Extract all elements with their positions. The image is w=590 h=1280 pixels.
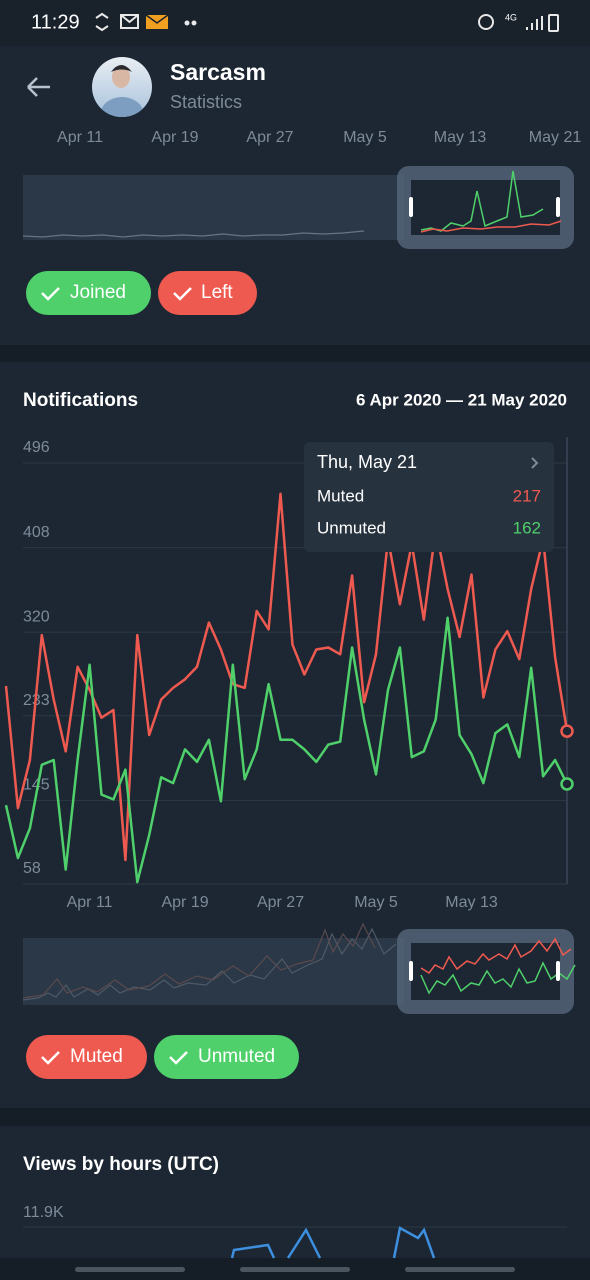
y-tick-label: 145 [23, 777, 50, 794]
nav-button[interactable] [240, 1267, 350, 1272]
nav-button[interactable] [75, 1267, 185, 1272]
navigator-preview [22, 922, 376, 999]
navigator-window[interactable] [397, 166, 574, 249]
views-section [0, 1126, 590, 1258]
y-tick-label: 408 [23, 524, 50, 541]
chart-subtitle: 6 Apr 2020 — 21 May 2020 [356, 390, 567, 409]
navigator-line-muted [420, 937, 572, 975]
nav-button[interactable] [405, 1267, 515, 1272]
x-tick-label: Apr 19 [161, 894, 208, 911]
navigator-line-left [420, 220, 562, 233]
header-subtitle: Statistics [170, 92, 242, 112]
chip-check [41, 1051, 60, 1065]
back-button[interactable] [27, 77, 50, 97]
y-tick-label: 58 [23, 860, 41, 877]
x-tick-label: Apr 11 [67, 894, 113, 911]
chip-label: Joined [70, 282, 126, 303]
legend-label: Unmuted [198, 1046, 275, 1067]
navigator-preview [22, 230, 365, 238]
status-time: 11:29 [31, 11, 80, 33]
chip-label: Left [201, 282, 233, 303]
views-preview-line [230, 1226, 436, 1259]
legend-label: Muted [70, 1046, 123, 1067]
navigator-handle[interactable] [556, 197, 560, 217]
series-line [4, 616, 569, 884]
network-type: 4G [505, 12, 517, 22]
y-tick-label: 496 [23, 439, 50, 456]
tooltip-value: 162 [513, 518, 541, 537]
x-tick-label: Apr 27 [246, 129, 293, 146]
chip-left[interactable] [158, 271, 257, 315]
chip-check [41, 287, 60, 301]
tooltip-title: Thu, May 21 [317, 452, 417, 472]
selected-point [560, 724, 574, 738]
x-tick-label: May 13 [445, 894, 498, 911]
selected-point [560, 777, 574, 791]
header-title: Sarcasm [170, 59, 266, 85]
tooltip-chevron [531, 457, 539, 469]
mail-icon-flap [145, 14, 169, 24]
x-tick-label: Apr 11 [57, 129, 103, 146]
chip-check [173, 287, 192, 301]
navigator-window[interactable] [397, 929, 574, 1014]
tooltip-series-name: Muted [317, 486, 364, 505]
status-bar [0, 0, 590, 46]
members-x-axis: Apr 11 Apr 19 Apr 27 May 5 May 13 May 21 [57, 129, 581, 146]
chip-check [169, 1051, 188, 1065]
x-tick-label: May 5 [354, 894, 398, 911]
x-tick-label: May 5 [343, 129, 387, 146]
views-y-label: 11.9K [23, 1204, 64, 1221]
x-tick-label: Apr 27 [257, 894, 304, 911]
x-tick-label: May 21 [529, 129, 582, 146]
navigator-handle[interactable] [556, 961, 560, 981]
tooltip-value: 217 [513, 486, 541, 505]
tooltip-series-name: Unmuted [317, 518, 386, 537]
x-tick-label: May 13 [434, 129, 487, 146]
navigator-line-unmuted [420, 961, 576, 995]
y-tick-label: 320 [23, 608, 50, 625]
chart-title: Notifications [23, 390, 138, 411]
chip-joined[interactable] [26, 271, 151, 315]
navigator-handle[interactable] [409, 197, 413, 217]
status-icons [95, 12, 559, 32]
avatar-figure [100, 65, 144, 117]
legend-chip[interactable] [26, 1035, 147, 1079]
navigator-preview [22, 927, 397, 1001]
series-line [4, 492, 569, 862]
x-tick-label: Apr 19 [151, 129, 198, 146]
tooltip [304, 442, 554, 552]
views-title: Views by hours (UTC) [23, 1154, 219, 1175]
legend-chip[interactable] [154, 1035, 299, 1079]
legend: Muted Unmuted [26, 1035, 299, 1079]
navigator-handle[interactable] [409, 961, 413, 981]
